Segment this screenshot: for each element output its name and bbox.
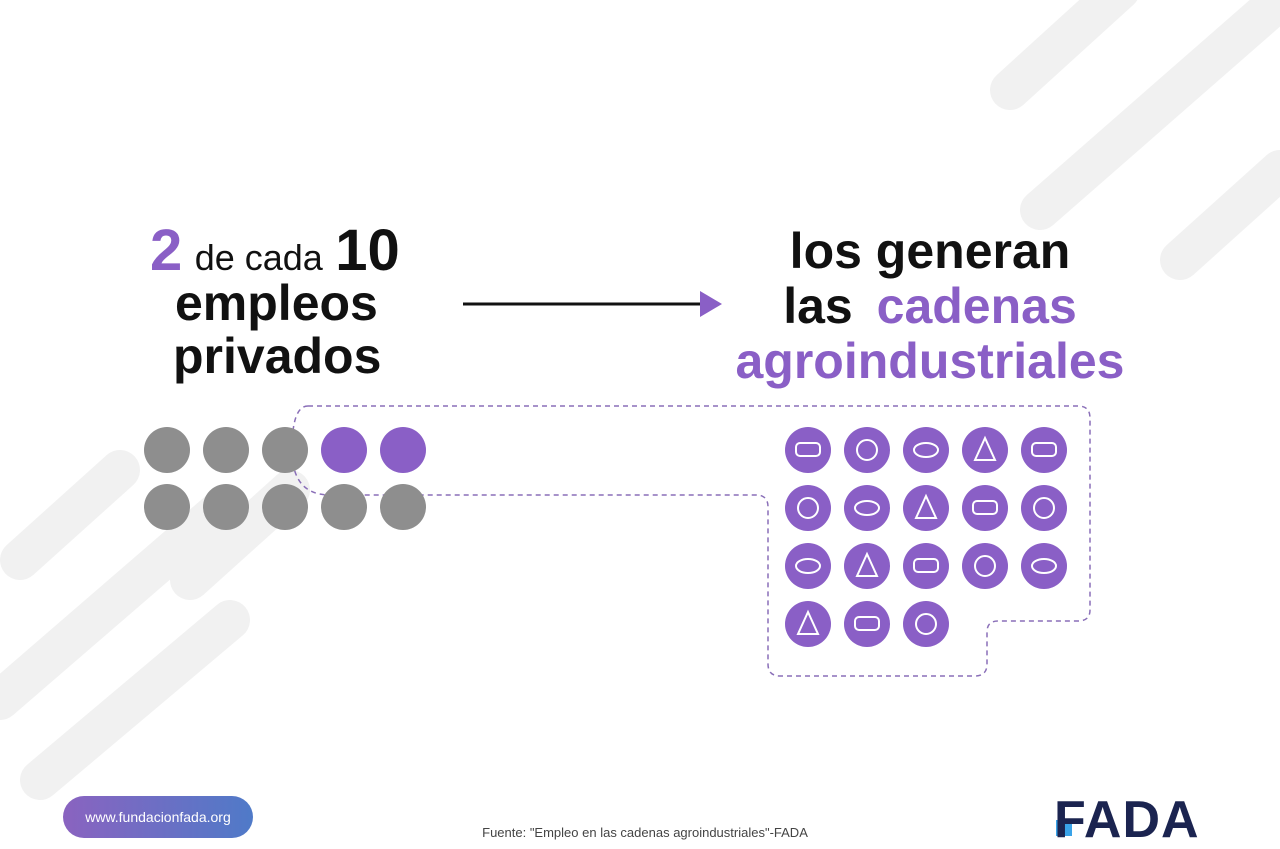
icon [903, 485, 949, 531]
icon-glyph [795, 442, 821, 457]
icon [903, 427, 949, 473]
icon-glyph [974, 555, 996, 577]
dot [380, 484, 426, 530]
pictogram [144, 427, 426, 530]
icon-bg [844, 427, 890, 473]
dot [144, 484, 190, 530]
logo: FADA [1054, 791, 1200, 849]
icon-glyph [797, 497, 819, 519]
count: 2 [150, 218, 182, 283]
icon-bg [962, 543, 1008, 589]
result-plain: las [783, 278, 853, 334]
icon-bg [962, 485, 1008, 531]
dot [262, 484, 308, 530]
icon-bg [785, 427, 831, 473]
agro-icons [785, 427, 1067, 647]
icon-glyph [854, 500, 880, 516]
logo-accent [1056, 820, 1072, 836]
arrow-head [700, 291, 722, 317]
source: Fuente: "Empleo en las cadenas agroindus… [482, 825, 808, 840]
headline-line1: 2 de cada 10 [150, 218, 400, 283]
result-line1: los generan [790, 223, 1071, 279]
icon-glyph [914, 493, 938, 519]
dot [144, 427, 190, 473]
icon-bg [903, 485, 949, 531]
icon [962, 543, 1008, 589]
headline-line2: empleos [175, 275, 378, 331]
icon [785, 543, 831, 589]
icon [903, 543, 949, 589]
icon-glyph [1033, 497, 1055, 519]
website[interactable]: www.fundacionfada.org [84, 809, 231, 825]
background-decoration [0, 0, 1280, 800]
icon [844, 601, 890, 647]
icon [962, 485, 1008, 531]
icon-bg [844, 601, 890, 647]
icon-bg [844, 543, 890, 589]
dashed-outline [291, 405, 1091, 677]
icon-bg [1021, 485, 1067, 531]
total: 10 [335, 218, 400, 283]
icon [1021, 543, 1067, 589]
icon-glyph [913, 442, 939, 458]
icon [785, 427, 831, 473]
icon-glyph [1031, 442, 1057, 457]
dot [321, 484, 367, 530]
icon-glyph [796, 609, 820, 635]
result-line2: las cadenas [783, 278, 1077, 334]
icon [1021, 427, 1067, 473]
icon-glyph [854, 616, 880, 631]
dot [203, 484, 249, 530]
icon-glyph [855, 551, 879, 577]
result-highlight: cadenas [877, 278, 1077, 334]
connector: de cada [195, 237, 324, 278]
website-pill[interactable] [63, 796, 253, 838]
result-line3: agroindustriales [736, 333, 1125, 389]
icon-bg [962, 427, 1008, 473]
icon [785, 601, 831, 647]
icon-bg [785, 485, 831, 531]
icon-bg [1021, 543, 1067, 589]
icon-bg [903, 427, 949, 473]
highlighted-dot [380, 427, 426, 473]
icon [785, 485, 831, 531]
icon-glyph [795, 558, 821, 574]
highlighted-dot [321, 427, 367, 473]
icon-bg [1021, 427, 1067, 473]
icon [962, 427, 1008, 473]
icon [903, 601, 949, 647]
icon-bg [903, 601, 949, 647]
icon-bg [785, 601, 831, 647]
headline-line3: privados [173, 328, 381, 384]
icon-glyph [856, 439, 878, 461]
icon [844, 427, 890, 473]
dot [262, 427, 308, 473]
icon-glyph [972, 500, 998, 515]
icon-glyph [973, 435, 997, 461]
icon-glyph [915, 613, 937, 635]
icon-bg [785, 543, 831, 589]
icon [844, 543, 890, 589]
icon-bg [903, 543, 949, 589]
icon-bg [844, 485, 890, 531]
icon [1021, 485, 1067, 531]
icon-glyph [1031, 558, 1057, 574]
icon-glyph [913, 558, 939, 573]
dot [203, 427, 249, 473]
icon [844, 485, 890, 531]
